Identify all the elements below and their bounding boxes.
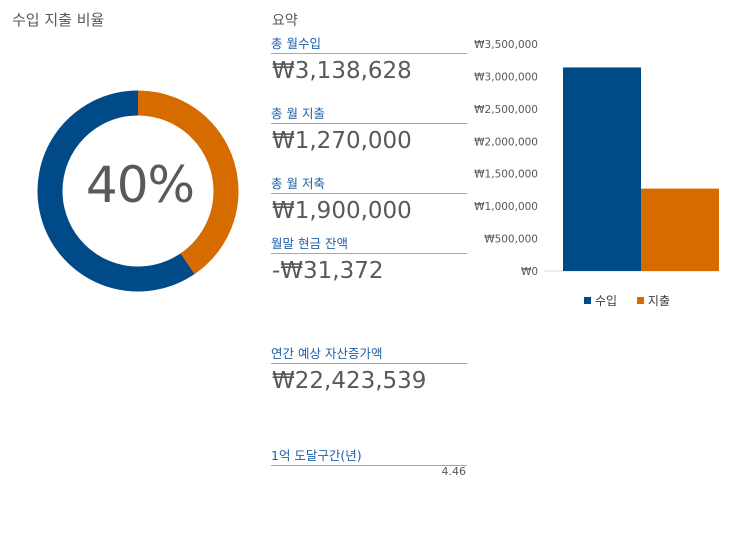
donut-percent-label: 40%: [85, 156, 195, 214]
metric-label-monthly-expense: 총 월 지출: [271, 103, 467, 124]
metric-value-annual-asset-growth: ₩22,423,539: [272, 368, 427, 394]
summary-title: 요약: [272, 13, 298, 29]
legend-item-expense: 지출: [636, 292, 671, 309]
metric-value-monthly-savings: ₩1,900,000: [272, 198, 412, 224]
y-tick-label: ₩3,500,000: [474, 39, 538, 51]
y-tick-label: ₩500,000: [484, 234, 538, 246]
bar-chart-y-axis: ₩0 ₩500,000 ₩1,000,000 ₩1,500,000 ₩2,000,000…: [474, 39, 718, 278]
y-tick-label: ₩2,000,000: [474, 136, 538, 148]
bar-chart-bars: [563, 67, 719, 271]
metric-label-cash-balance: 월말 현금 잔액: [271, 233, 467, 254]
metric-label-annual-asset-growth: 연간 예상 자산증가액: [271, 343, 467, 364]
legend-swatch-expense: [636, 297, 644, 304]
bar-chart-legend: 수입 지출: [584, 292, 686, 309]
metric-value-cash-balance: -₩31,372: [272, 258, 384, 284]
legend-label-expense: 지출: [647, 294, 671, 308]
bar-income: [563, 67, 641, 271]
y-tick-label: ₩2,500,000: [474, 104, 538, 116]
metric-label-monthly-income: 총 월수입: [271, 33, 467, 54]
y-tick-label: ₩1,000,000: [474, 201, 538, 213]
metric-label-years-to-100m: 1억 도달구간(년): [271, 445, 467, 466]
y-tick-label: ₩3,000,000: [474, 71, 538, 83]
donut-chart-title: 수입 지출 비율: [12, 11, 105, 29]
metric-value-monthly-income: ₩3,138,628: [272, 58, 412, 84]
legend-item-income: 수입: [584, 292, 617, 309]
legend-swatch-income: [584, 297, 591, 304]
legend-label-income: 수입: [595, 294, 618, 308]
y-tick-label: ₩1,500,000: [474, 169, 538, 181]
donut-segment-expense: [37, 90, 239, 292]
metric-label-monthly-savings: 총 월 저축: [271, 173, 467, 194]
y-tick-label: ₩0: [521, 266, 538, 278]
bar-expense: [641, 188, 719, 271]
metric-value-years-to-100m: 4.46: [441, 465, 467, 478]
metric-value-monthly-expense: ₩1,270,000: [272, 128, 412, 154]
